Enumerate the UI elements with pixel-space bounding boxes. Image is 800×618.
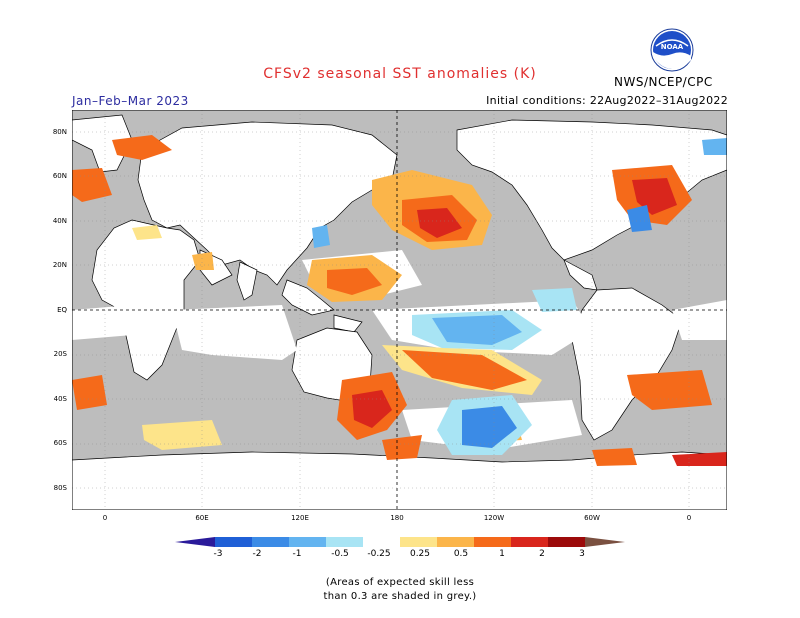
colorbar-swatch [289, 537, 326, 547]
colorbar-tick-label: 1 [499, 549, 505, 559]
colorbar-tick-label: -1 [292, 549, 302, 559]
skill-footnote: (Areas of expected skill less than 0.3 a… [0, 576, 800, 604]
warm-anomalies [72, 135, 727, 466]
lon-label: 60E [195, 514, 209, 522]
colorbar-swatch [252, 537, 289, 547]
land-masses [72, 114, 727, 510]
season-label: Jan–Feb–Mar 2023 [72, 94, 189, 108]
colorbar-swatch [437, 537, 474, 547]
lat-label: 80N [52, 128, 67, 136]
colorbar-tick-label: -3 [213, 549, 223, 559]
colorbar-tick-label: 0.25 [409, 549, 431, 559]
lat-label: EQ [57, 306, 67, 314]
lat-label: 20N [52, 261, 67, 269]
colorbar [175, 537, 625, 547]
lat-label: 40N [52, 217, 67, 225]
lat-label: 80S [53, 484, 67, 492]
noaa-logo: NOAA [650, 28, 694, 72]
colorbar-arrow-low [175, 537, 215, 547]
lat-label: 40S [53, 395, 67, 403]
cool-anomalies [312, 138, 727, 455]
lat-label: 60S [53, 439, 67, 447]
colorbar-swatch [511, 537, 548, 547]
map-title: CFSv2 seasonal SST anomalies (K) [263, 66, 537, 82]
lon-label: 180 [390, 514, 404, 522]
colorbar-tick-label: -0.5 [331, 549, 349, 559]
colorbar-tick-label: 3 [579, 549, 585, 559]
colorbar-tick-label: 0.5 [453, 549, 469, 559]
lat-label: 20S [53, 350, 67, 358]
colorbar-swatch [474, 537, 511, 547]
footnote-line: than 0.3 are shaded in grey.) [323, 591, 477, 602]
agency-label: NWS/NCEP/CPC [614, 75, 713, 89]
lon-label: 120W [483, 514, 505, 522]
sst-anomaly-map [72, 110, 727, 510]
colorbar-tick-label: -0.25 [367, 549, 391, 559]
colorbar-swatch [215, 537, 252, 547]
colorbar-tick-label: 2 [539, 549, 545, 559]
colorbar-swatch [326, 537, 363, 547]
lon-label: 0 [686, 514, 692, 522]
lat-label: 60N [52, 172, 67, 180]
lon-label: 60W [584, 514, 600, 522]
lon-label: 0 [102, 514, 108, 522]
colorbar-arrow-high [585, 537, 625, 547]
lon-label: 120E [291, 514, 309, 522]
colorbar-swatch [363, 537, 400, 547]
footnote-line: (Areas of expected skill less [325, 577, 475, 588]
colorbar-swatch [548, 537, 585, 547]
colorbar-swatch [400, 537, 437, 547]
colorbar-tick-label: -2 [252, 549, 262, 559]
logo-text: NOAA [661, 43, 684, 51]
initial-conditions-label: Initial conditions: 22Aug2022–31Aug2022 [486, 94, 728, 107]
graticule [72, 110, 727, 510]
